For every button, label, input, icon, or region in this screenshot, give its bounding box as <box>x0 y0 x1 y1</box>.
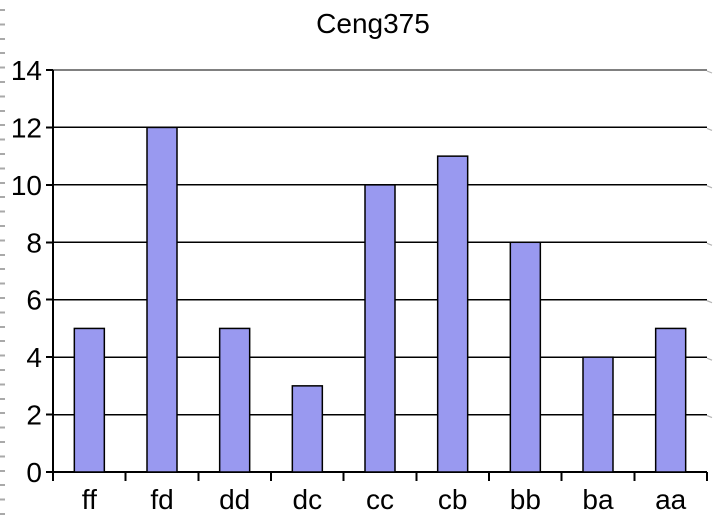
gridline-end-mark-14 <box>706 70 713 74</box>
y-tick-label-4: 4 <box>26 342 42 373</box>
gridline-end-mark-4 <box>706 357 713 361</box>
gridline-end-mark-6 <box>706 300 713 304</box>
y-tick-label-8: 8 <box>26 227 42 258</box>
x-label-aa: aa <box>655 484 687 515</box>
bar-aa <box>654 327 687 473</box>
x-label-ba: ba <box>582 484 614 515</box>
bar-bb <box>509 241 542 473</box>
gridline-end-mark-8 <box>706 242 713 246</box>
y-tick-label-12: 12 <box>11 112 42 143</box>
bar-cc <box>364 184 396 473</box>
bar-fd <box>146 126 178 473</box>
bar-cb <box>436 155 469 473</box>
y-tick-label-6: 6 <box>26 285 42 316</box>
gridline-end-mark-10 <box>706 185 713 189</box>
x-label-dc: dc <box>293 484 323 515</box>
x-label-bb: bb <box>510 484 541 515</box>
y-tick-label-2: 2 <box>26 400 42 431</box>
x-label-ff: ff <box>82 484 97 515</box>
gridline-end-mark-12 <box>706 127 713 131</box>
x-label-cc: cc <box>366 484 394 515</box>
x-label-cb: cb <box>438 484 468 515</box>
gridline-end-mark-2 <box>706 415 713 419</box>
bar-dc <box>291 385 324 473</box>
y-tick-label-14: 14 <box>11 55 42 86</box>
bar-ff <box>73 327 106 473</box>
left-edge-tick-marks <box>0 0 5 518</box>
bar-dd <box>218 327 251 473</box>
y-tick-label-0: 0 <box>26 457 42 488</box>
x-label-dd: dd <box>219 484 250 515</box>
x-label-fd: fd <box>150 484 173 515</box>
y-tick-label-10: 10 <box>11 170 42 201</box>
bar-ba <box>582 356 614 473</box>
chart-title: Ceng375 <box>316 8 430 39</box>
